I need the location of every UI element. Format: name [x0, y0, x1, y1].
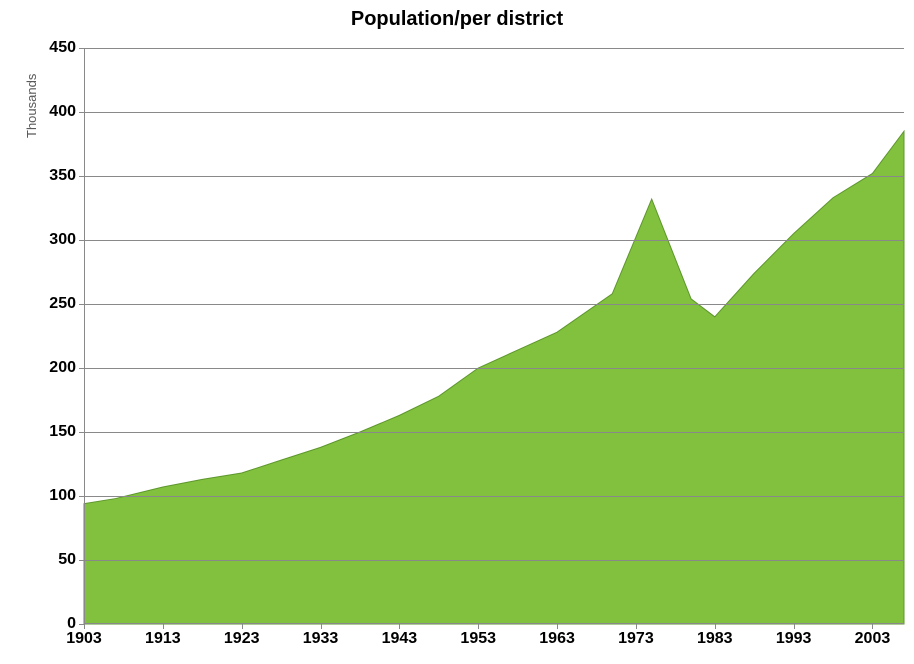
x-tick-mark: [163, 624, 164, 629]
x-tick-label: 1903: [66, 630, 102, 648]
x-tick-label: 1963: [539, 630, 575, 648]
gridline: [84, 240, 904, 241]
y-axis-label: Thousands: [24, 74, 39, 138]
gridline: [84, 304, 904, 305]
y-tick-label: 300: [49, 231, 76, 249]
y-tick-mark: [79, 48, 84, 49]
x-tick-label: 1983: [697, 630, 733, 648]
y-tick-label: 100: [49, 487, 76, 505]
x-tick-mark: [321, 624, 322, 629]
y-tick-label: 50: [58, 551, 76, 569]
x-axis-line: [84, 623, 904, 624]
y-tick-mark: [79, 560, 84, 561]
x-tick-label: 1933: [303, 630, 339, 648]
x-tick-mark: [557, 624, 558, 629]
y-tick-mark: [79, 304, 84, 305]
x-tick-mark: [84, 624, 85, 629]
population-chart: Population/per district Thousands 050100…: [0, 0, 914, 664]
x-tick-mark: [636, 624, 637, 629]
y-tick-mark: [79, 176, 84, 177]
gridline: [84, 48, 904, 49]
x-tick-label: 1943: [382, 630, 418, 648]
y-tick-label: 150: [49, 423, 76, 441]
gridline: [84, 112, 904, 113]
x-tick-label: 2003: [855, 630, 891, 648]
x-tick-label: 1953: [460, 630, 496, 648]
y-tick-mark: [79, 112, 84, 113]
x-tick-label: 1973: [618, 630, 654, 648]
gridline: [84, 496, 904, 497]
x-tick-mark: [872, 624, 873, 629]
area-series: [84, 48, 904, 624]
y-tick-label: 350: [49, 167, 76, 185]
x-tick-label: 1923: [224, 630, 260, 648]
x-tick-mark: [399, 624, 400, 629]
plot-area: 0501001502002503003504004501903191319231…: [84, 48, 904, 624]
y-tick-label: 450: [49, 39, 76, 57]
x-tick-mark: [715, 624, 716, 629]
x-tick-mark: [478, 624, 479, 629]
gridline: [84, 560, 904, 561]
y-tick-label: 200: [49, 359, 76, 377]
y-tick-label: 400: [49, 103, 76, 121]
gridline: [84, 368, 904, 369]
x-tick-mark: [242, 624, 243, 629]
y-tick-mark: [79, 496, 84, 497]
x-tick-label: 1913: [145, 630, 181, 648]
gridline: [84, 176, 904, 177]
y-axis-line: [84, 48, 85, 624]
y-tick-mark: [79, 240, 84, 241]
y-tick-mark: [79, 368, 84, 369]
chart-title: Population/per district: [0, 8, 914, 31]
x-tick-mark: [794, 624, 795, 629]
x-tick-label: 1993: [776, 630, 812, 648]
y-tick-label: 250: [49, 295, 76, 313]
gridline: [84, 432, 904, 433]
y-tick-mark: [79, 432, 84, 433]
